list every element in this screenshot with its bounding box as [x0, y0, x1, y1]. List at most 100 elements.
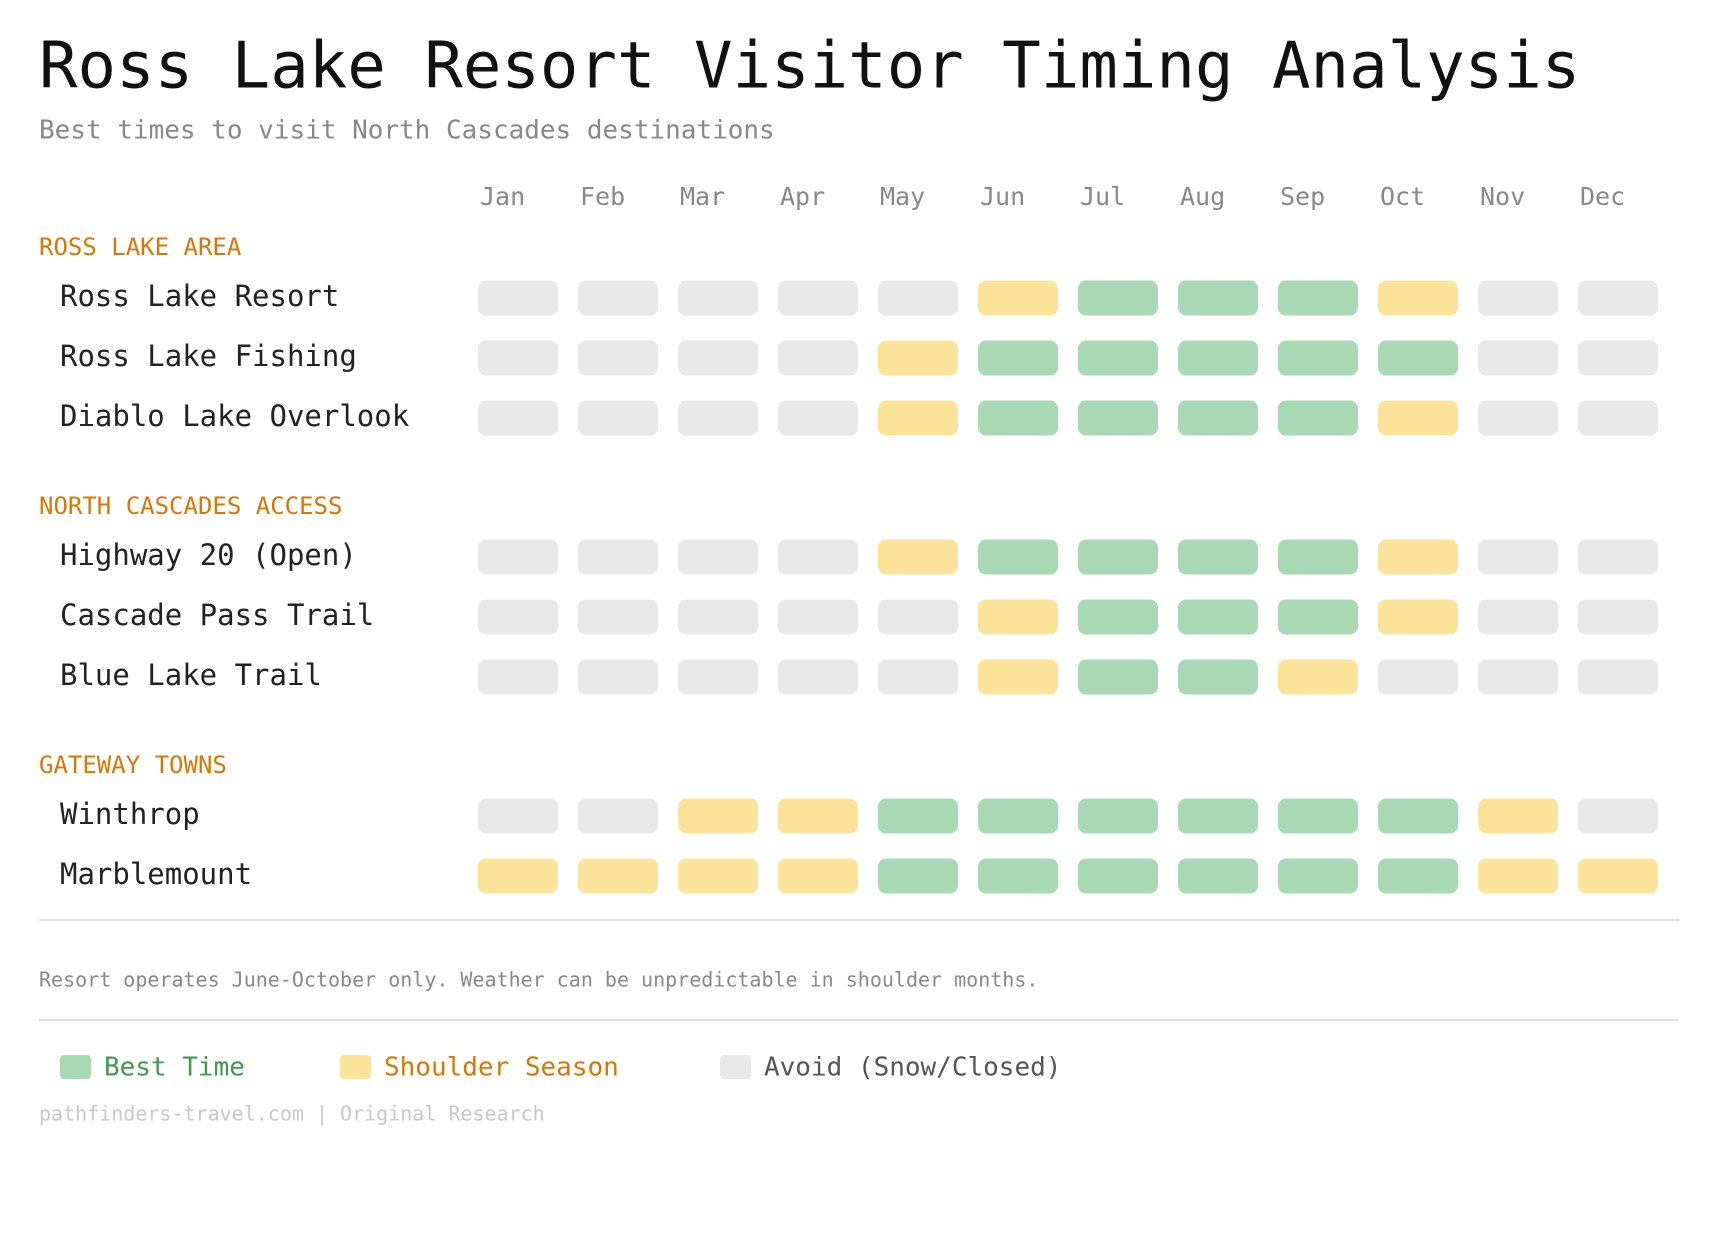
- timing-cell: [878, 798, 958, 834]
- timing-cell: [1178, 400, 1258, 436]
- month-label: Jul: [1080, 182, 1125, 211]
- timing-cell: [878, 858, 958, 894]
- subtitle: Best times to visit North Cascades desti…: [39, 116, 775, 146]
- timing-cell: [778, 599, 858, 635]
- timing-cell: [578, 659, 658, 695]
- timing-cell: [478, 400, 558, 436]
- timing-cell: [578, 798, 658, 834]
- timing-cell: [1478, 858, 1558, 894]
- timing-cell: [1078, 280, 1158, 316]
- timing-cell: [1078, 858, 1158, 894]
- timing-cell: [1578, 400, 1658, 436]
- row-label: Highway 20 (Open): [60, 538, 357, 572]
- month-label: Oct: [1380, 182, 1425, 211]
- timing-cell: [678, 539, 758, 575]
- timing-cell: [578, 280, 658, 316]
- legend-swatch: [340, 1055, 371, 1079]
- month-label: Apr: [780, 182, 825, 211]
- row-label: Ross Lake Fishing: [60, 339, 357, 373]
- timing-cell: [1378, 798, 1458, 834]
- timing-cell: [1578, 858, 1658, 894]
- timing-cell: [678, 798, 758, 834]
- timing-cell: [1278, 400, 1358, 436]
- timing-cell: [1278, 340, 1358, 376]
- timing-cell: [778, 400, 858, 436]
- timing-cell: [1378, 659, 1458, 695]
- timing-cell: [478, 858, 558, 894]
- timing-cell: [1578, 798, 1658, 834]
- legend-label: Best Time: [104, 1053, 245, 1083]
- timing-cell: [878, 659, 958, 695]
- timing-cell: [1178, 280, 1258, 316]
- month-label: Nov: [1480, 182, 1525, 211]
- timing-cell: [578, 858, 658, 894]
- timing-cell: [578, 400, 658, 436]
- timing-cell: [1078, 659, 1158, 695]
- month-label: Jan: [480, 182, 525, 211]
- timing-cell: [878, 280, 958, 316]
- timing-cell: [1178, 539, 1258, 575]
- timing-cell: [1378, 280, 1458, 316]
- timing-cell: [678, 280, 758, 316]
- legend-swatch: [720, 1055, 751, 1079]
- timing-cell: [1278, 539, 1358, 575]
- timing-cell: [478, 539, 558, 575]
- timing-cell: [1278, 280, 1358, 316]
- timing-cell: [1478, 798, 1558, 834]
- timing-cell: [1378, 400, 1458, 436]
- timing-cell: [978, 599, 1058, 635]
- section-title: NORTH CASCADES ACCESS: [39, 492, 342, 520]
- timing-cell: [1078, 599, 1158, 635]
- title: Ross Lake Resort Visitor Timing Analysis: [39, 30, 1580, 104]
- timing-cell: [478, 659, 558, 695]
- timing-cell: [1378, 599, 1458, 635]
- timing-cell: [578, 340, 658, 376]
- month-label: Feb: [580, 182, 625, 211]
- row-label: Cascade Pass Trail: [60, 598, 374, 632]
- row-label: Diablo Lake Overlook: [60, 399, 410, 433]
- timing-cell: [1278, 599, 1358, 635]
- timing-cell: [978, 400, 1058, 436]
- timing-cell: [1278, 659, 1358, 695]
- timing-cell: [778, 340, 858, 376]
- timing-cell: [1578, 280, 1658, 316]
- row-label: Winthrop: [60, 797, 200, 831]
- timing-cell: [1378, 858, 1458, 894]
- timing-cell: [478, 280, 558, 316]
- timing-cell: [1178, 659, 1258, 695]
- timing-cell: [678, 659, 758, 695]
- timing-cell: [1078, 539, 1158, 575]
- month-label: May: [880, 182, 925, 211]
- timing-cell: [778, 798, 858, 834]
- timing-cell: [778, 280, 858, 316]
- row-label: Marblemount: [60, 857, 252, 891]
- timing-cell: [1478, 659, 1558, 695]
- note: Resort operates June-October only. Weath…: [39, 968, 1038, 992]
- timing-cell: [1478, 280, 1558, 316]
- timing-cell: [1178, 858, 1258, 894]
- timing-cell: [478, 599, 558, 635]
- timing-cell: [1078, 798, 1158, 834]
- row-label: Ross Lake Resort: [60, 279, 339, 313]
- timing-cell: [1378, 340, 1458, 376]
- timing-cell: [978, 659, 1058, 695]
- timing-cell: [1478, 400, 1558, 436]
- timing-cell: [1578, 340, 1658, 376]
- month-label: Jun: [980, 182, 1025, 211]
- timing-cell: [1278, 798, 1358, 834]
- legend-swatch: [60, 1055, 91, 1079]
- timing-cell: [678, 599, 758, 635]
- timing-cell: [1578, 539, 1658, 575]
- month-label: Mar: [680, 182, 725, 211]
- timing-cell: [678, 340, 758, 376]
- timing-cell: [478, 340, 558, 376]
- timing-cell: [978, 539, 1058, 575]
- month-label: Aug: [1180, 182, 1225, 211]
- timing-cell: [1478, 340, 1558, 376]
- timing-cell: [1178, 798, 1258, 834]
- footer: pathfinders-travel.com | Original Resear…: [39, 1102, 545, 1126]
- timing-cell: [1078, 340, 1158, 376]
- timing-cell: [478, 798, 558, 834]
- timing-cell: [678, 400, 758, 436]
